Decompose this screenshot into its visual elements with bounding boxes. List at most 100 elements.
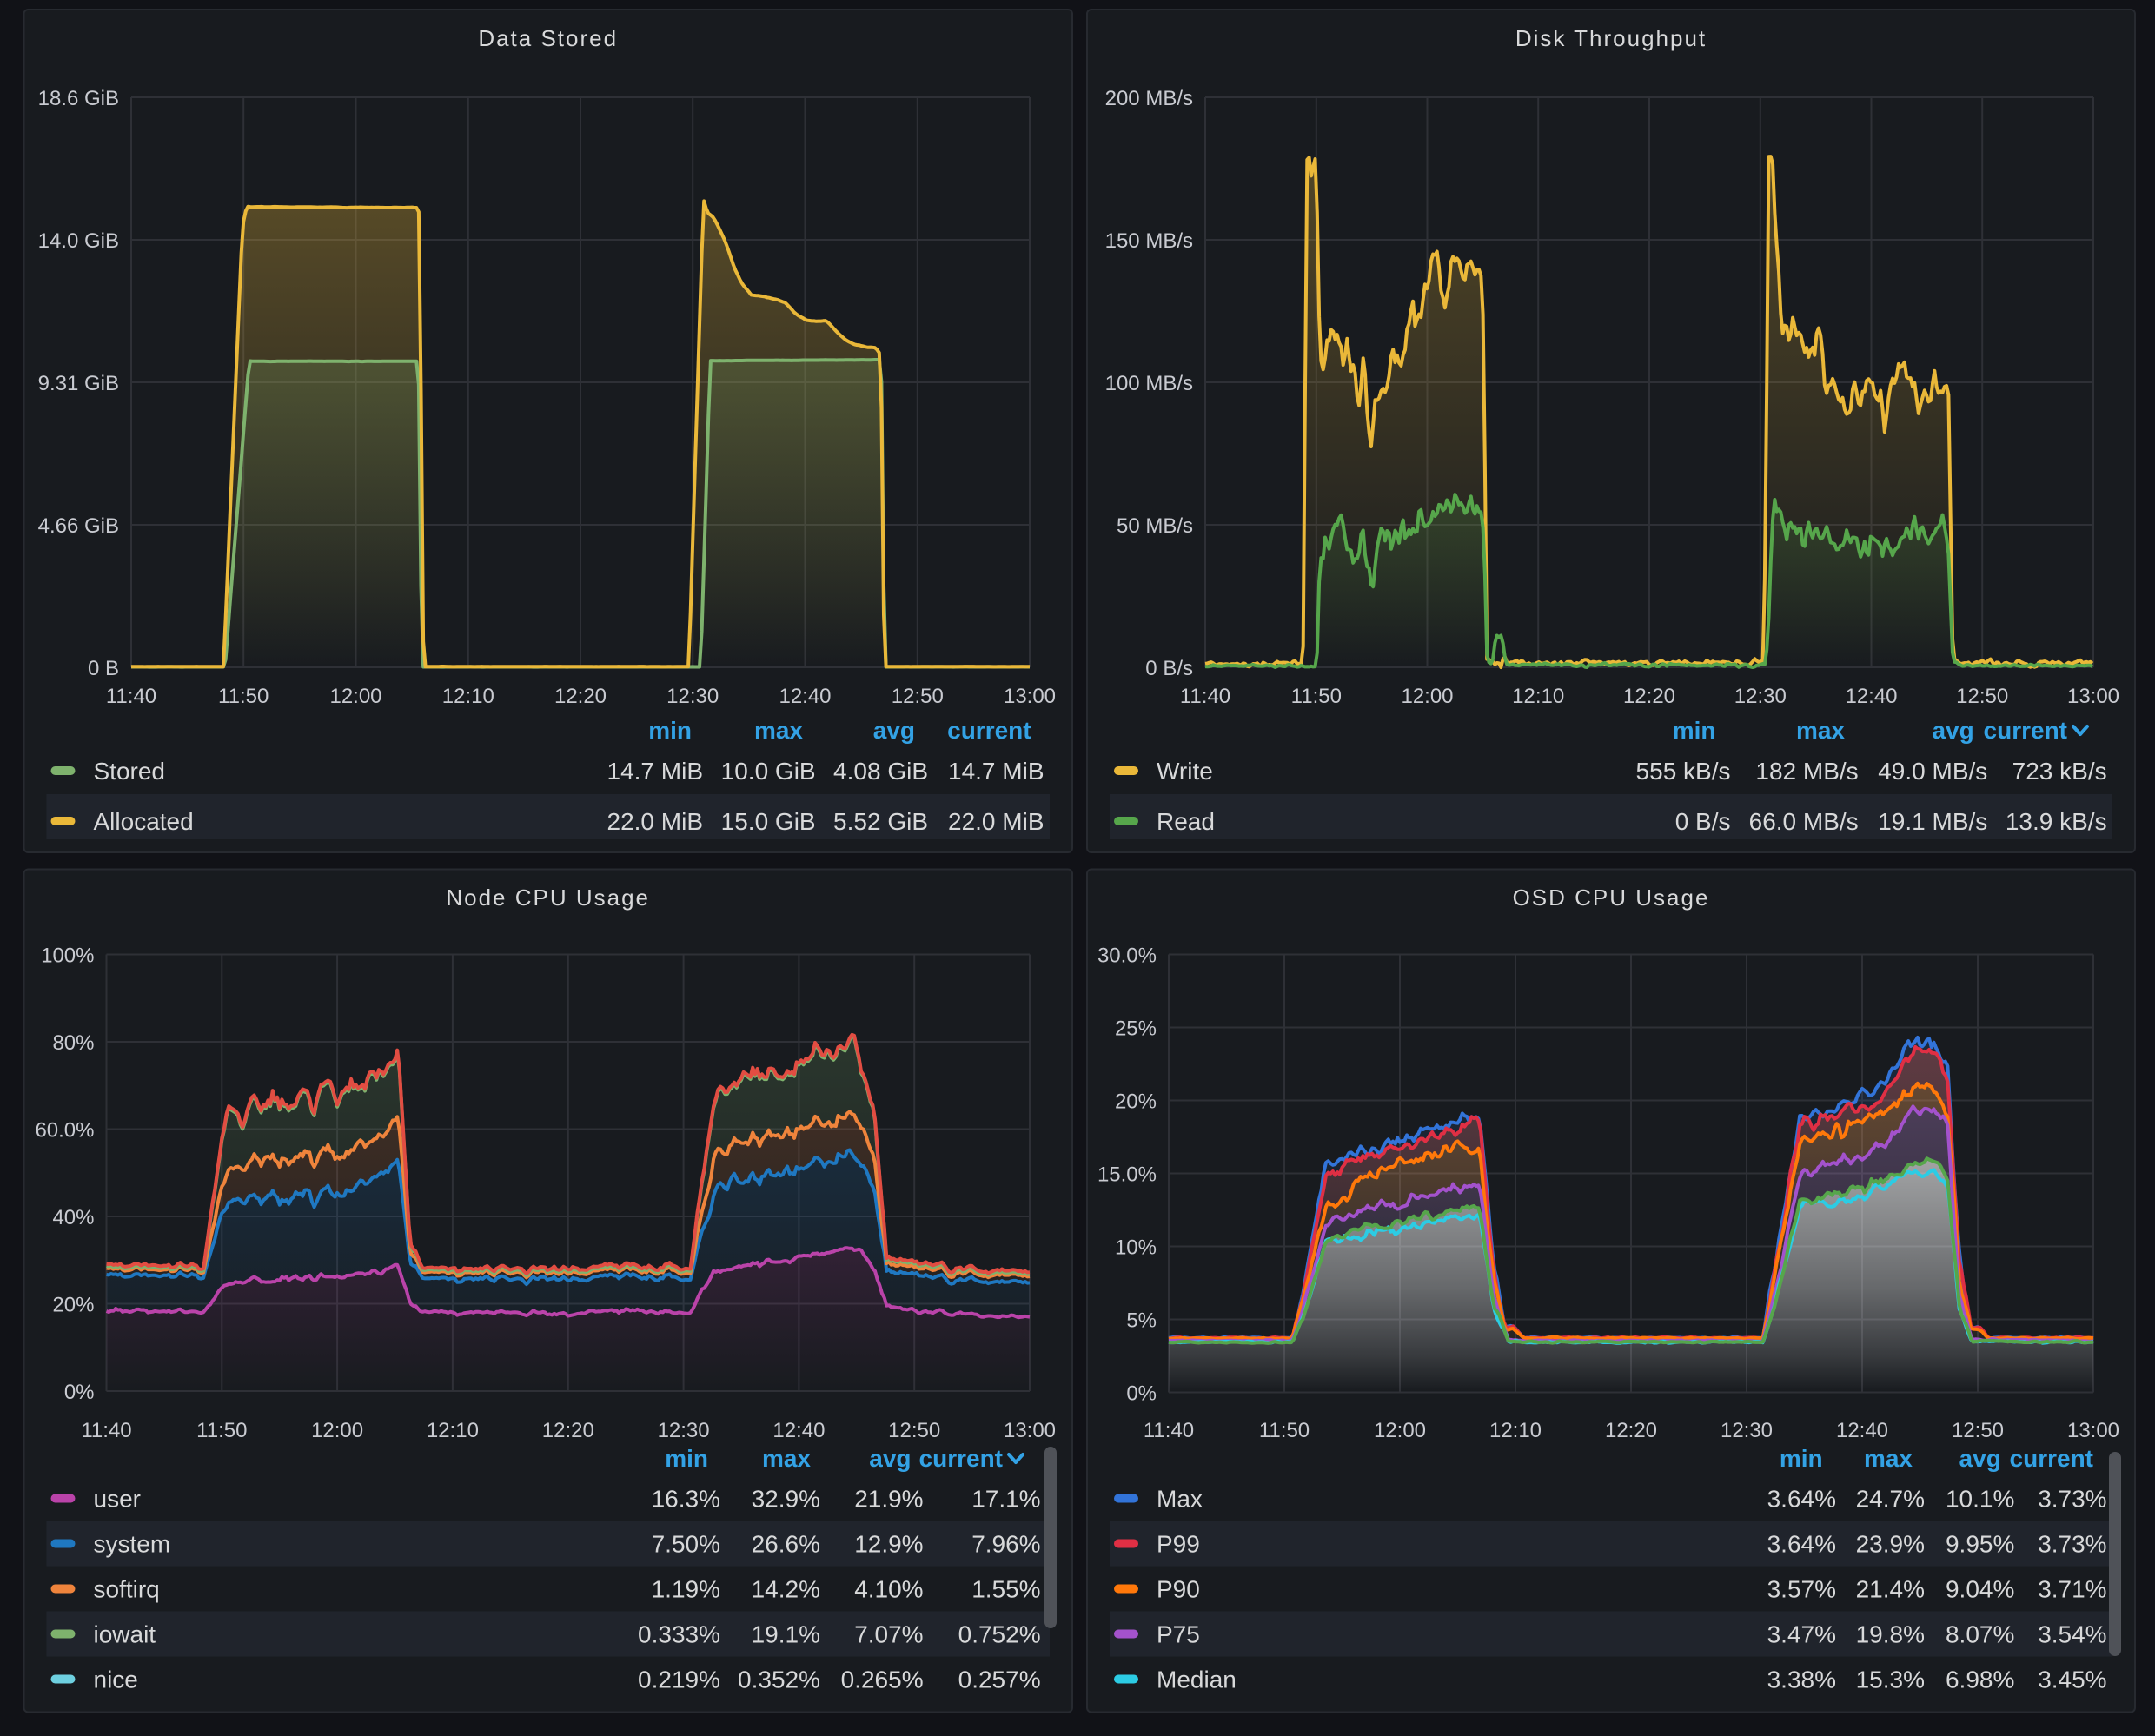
svg-text:100%: 100% — [41, 944, 94, 968]
svg-text:softirq: softirq — [94, 1576, 160, 1603]
svg-text:3.71%: 3.71% — [2038, 1576, 2106, 1603]
svg-text:min: min — [1673, 717, 1716, 744]
svg-text:current: current — [947, 717, 1031, 744]
svg-text:4.10%: 4.10% — [854, 1576, 923, 1603]
svg-text:22.0 MiB: 22.0 MiB — [948, 808, 1044, 835]
svg-text:12:50: 12:50 — [1956, 685, 2008, 708]
svg-text:26.6%: 26.6% — [752, 1531, 820, 1558]
svg-text:12:50: 12:50 — [1952, 1419, 2004, 1442]
svg-text:0.257%: 0.257% — [958, 1666, 1041, 1693]
svg-text:Allocated: Allocated — [94, 808, 194, 835]
svg-text:0.265%: 0.265% — [841, 1666, 924, 1693]
svg-text:current: current — [2010, 1445, 2093, 1472]
svg-text:12:20: 12:20 — [554, 685, 607, 708]
svg-text:3.45%: 3.45% — [2038, 1666, 2106, 1693]
svg-text:max: max — [754, 717, 803, 744]
svg-text:11:50: 11:50 — [1291, 685, 1342, 708]
svg-text:18.6 GiB: 18.6 GiB — [38, 87, 119, 110]
svg-text:12:40: 12:40 — [779, 685, 831, 708]
svg-text:7.07%: 7.07% — [854, 1621, 923, 1648]
svg-text:3.64%: 3.64% — [1767, 1486, 1836, 1513]
svg-text:avg: avg — [873, 717, 915, 744]
svg-text:12:00: 12:00 — [329, 685, 381, 708]
svg-text:14.7 MiB: 14.7 MiB — [948, 758, 1044, 785]
svg-text:3.54%: 3.54% — [2038, 1621, 2106, 1648]
svg-text:Data Stored: Data Stored — [478, 25, 618, 51]
svg-text:8.07%: 8.07% — [1946, 1621, 2014, 1648]
svg-text:182 MB/s: 182 MB/s — [1755, 758, 1858, 785]
svg-text:10.1%: 10.1% — [1946, 1486, 2014, 1513]
svg-text:Median: Median — [1157, 1666, 1237, 1693]
svg-text:nice: nice — [94, 1666, 138, 1693]
svg-text:5%: 5% — [1126, 1309, 1157, 1333]
svg-text:15.0%: 15.0% — [1097, 1163, 1157, 1187]
svg-text:14.0 GiB: 14.0 GiB — [38, 229, 119, 253]
svg-text:14.2%: 14.2% — [752, 1576, 820, 1603]
svg-text:0.352%: 0.352% — [738, 1666, 820, 1693]
svg-text:3.64%: 3.64% — [1767, 1531, 1836, 1558]
svg-text:11:40: 11:40 — [81, 1419, 131, 1442]
svg-text:9.31 GiB: 9.31 GiB — [38, 372, 119, 395]
svg-text:iowait: iowait — [94, 1621, 156, 1648]
svg-text:system: system — [94, 1531, 171, 1558]
svg-text:3.38%: 3.38% — [1767, 1666, 1836, 1693]
svg-text:Write: Write — [1157, 758, 1213, 785]
svg-text:11:40: 11:40 — [106, 685, 156, 708]
svg-text:max: max — [762, 1445, 811, 1472]
svg-text:20%: 20% — [52, 1294, 94, 1317]
svg-text:13:00: 13:00 — [1004, 685, 1056, 708]
svg-text:10%: 10% — [1115, 1236, 1157, 1260]
svg-text:10.0 GiB: 10.0 GiB — [721, 758, 816, 785]
svg-text:12:30: 12:30 — [1734, 685, 1787, 708]
svg-text:0.219%: 0.219% — [638, 1666, 720, 1693]
svg-text:0 B: 0 B — [88, 657, 119, 680]
svg-text:21.9%: 21.9% — [854, 1486, 923, 1513]
svg-text:9.95%: 9.95% — [1946, 1531, 2014, 1558]
svg-text:15.0 GiB: 15.0 GiB — [721, 808, 816, 835]
svg-text:25%: 25% — [1115, 1017, 1157, 1041]
svg-text:19.1 MB/s: 19.1 MB/s — [1878, 808, 1987, 835]
svg-text:7.50%: 7.50% — [652, 1531, 720, 1558]
svg-text:avg: avg — [1959, 1445, 2001, 1472]
svg-text:12:10: 12:10 — [427, 1419, 479, 1442]
svg-text:12:50: 12:50 — [892, 685, 944, 708]
svg-text:13:00: 13:00 — [2067, 685, 2119, 708]
svg-text:P99: P99 — [1157, 1531, 1200, 1558]
svg-text:avg: avg — [869, 1445, 911, 1472]
svg-text:30.0%: 30.0% — [1097, 944, 1157, 968]
svg-text:avg: avg — [1932, 717, 1973, 744]
svg-text:13:00: 13:00 — [2067, 1419, 2119, 1442]
svg-text:12:20: 12:20 — [542, 1419, 594, 1442]
svg-text:14.7 MiB: 14.7 MiB — [607, 758, 704, 785]
svg-text:19.8%: 19.8% — [1856, 1621, 1925, 1648]
svg-text:12:10: 12:10 — [1489, 1419, 1542, 1442]
svg-text:user: user — [94, 1486, 141, 1513]
svg-text:12:40: 12:40 — [1845, 685, 1897, 708]
svg-text:12:20: 12:20 — [1605, 1419, 1657, 1442]
svg-text:current: current — [919, 1445, 1003, 1472]
svg-text:11:50: 11:50 — [196, 1419, 247, 1442]
svg-text:12:10: 12:10 — [1512, 685, 1564, 708]
svg-text:max: max — [1796, 717, 1845, 744]
svg-text:11:50: 11:50 — [1259, 1419, 1310, 1442]
svg-text:max: max — [1864, 1445, 1913, 1472]
svg-text:60.0%: 60.0% — [35, 1119, 94, 1143]
svg-text:20%: 20% — [1115, 1090, 1157, 1114]
svg-text:12:50: 12:50 — [888, 1419, 940, 1442]
svg-text:12:40: 12:40 — [1836, 1419, 1888, 1442]
svg-text:12:20: 12:20 — [1623, 685, 1675, 708]
svg-text:200 MB/s: 200 MB/s — [1105, 87, 1193, 110]
svg-text:50 MB/s: 50 MB/s — [1117, 514, 1193, 538]
svg-text:Max: Max — [1157, 1486, 1203, 1513]
svg-text:P75: P75 — [1157, 1621, 1200, 1648]
svg-text:1.55%: 1.55% — [971, 1576, 1040, 1603]
svg-text:4.08 GiB: 4.08 GiB — [833, 758, 928, 785]
svg-text:40%: 40% — [52, 1206, 94, 1229]
svg-text:100 MB/s: 100 MB/s — [1105, 372, 1193, 395]
svg-text:0 B/s: 0 B/s — [1145, 657, 1193, 680]
svg-text:4.66 GiB: 4.66 GiB — [38, 514, 119, 538]
svg-text:13:00: 13:00 — [1004, 1419, 1056, 1442]
svg-text:11:50: 11:50 — [218, 685, 269, 708]
svg-text:12.9%: 12.9% — [854, 1531, 923, 1558]
svg-text:13.9 kB/s: 13.9 kB/s — [2006, 808, 2107, 835]
